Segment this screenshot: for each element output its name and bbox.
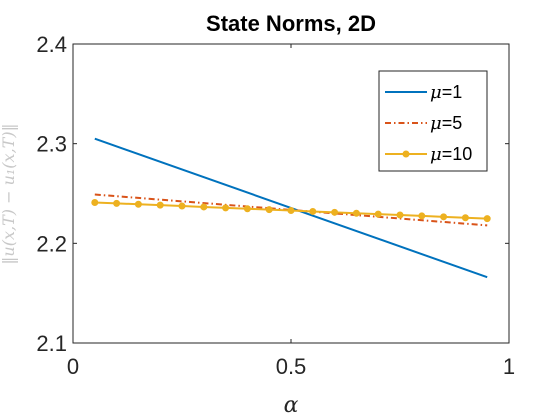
data-point <box>331 208 339 216</box>
legend-label-symbol: μ <box>430 144 442 165</box>
data-point <box>309 207 317 215</box>
data-point <box>483 215 491 223</box>
series-2 <box>91 198 491 223</box>
data-point <box>374 210 382 218</box>
data-point <box>113 199 121 207</box>
y-axis-label: ‖u(x,T) − u₁(x,T)‖ <box>0 123 18 264</box>
data-point <box>352 209 360 217</box>
data-point <box>265 206 273 214</box>
legend: μ=1μ=5μ=10 <box>378 70 488 172</box>
series-1 <box>94 193 488 227</box>
y-tick-label: 2.4 <box>36 32 67 57</box>
data-point <box>156 201 164 209</box>
legend-label-symbol: μ <box>430 113 442 134</box>
legend-label: μ=10 <box>430 144 472 165</box>
legend-label-value: =5 <box>442 113 463 133</box>
data-point <box>134 200 142 208</box>
data-point <box>243 205 251 213</box>
legend-label-value: =1 <box>442 82 463 102</box>
legend-label: μ=5 <box>430 113 462 134</box>
x-tick-label: 0 <box>67 354 79 379</box>
legend-label-value: =10 <box>442 144 473 164</box>
x-tick-label: 0.5 <box>276 354 307 379</box>
axes-box <box>72 43 510 344</box>
data-point <box>91 198 99 206</box>
data-point <box>222 204 230 212</box>
data-point <box>461 214 469 222</box>
data-point <box>440 213 448 221</box>
chart-title: State Norms, 2D <box>206 11 376 36</box>
data-point <box>418 212 426 220</box>
data-point <box>287 207 295 215</box>
data-point <box>396 211 404 219</box>
x-tick-label: 1 <box>503 354 515 379</box>
legend-marker <box>402 150 410 158</box>
legend-label-symbol: μ <box>430 82 442 103</box>
y-tick-label: 2.2 <box>36 231 67 256</box>
legend-label: μ=1 <box>430 82 462 103</box>
data-point <box>178 202 186 210</box>
y-tick-label: 2.1 <box>36 331 67 356</box>
x-axis-label: α <box>284 393 299 418</box>
y-tick-label: 2.3 <box>36 132 67 157</box>
series-line <box>94 193 488 227</box>
data-point <box>200 203 208 211</box>
